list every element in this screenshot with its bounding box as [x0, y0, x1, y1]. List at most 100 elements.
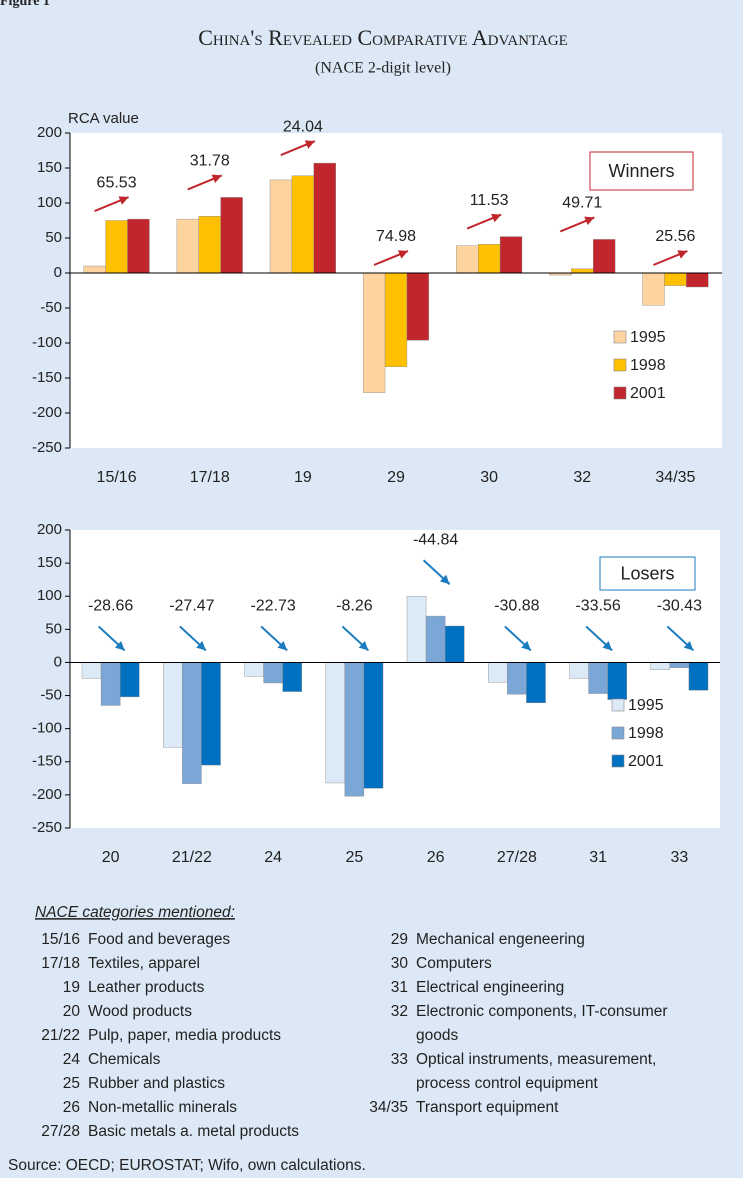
y-tick-label: 200: [37, 521, 62, 538]
legend-label: 1995: [628, 697, 664, 714]
bar: [669, 662, 690, 668]
panel-label-box: [589, 151, 694, 191]
arrow-head: [277, 641, 288, 651]
legend-swatch: [613, 358, 627, 372]
note-text: Transport equipment: [416, 1099, 559, 1116]
bar: [571, 268, 594, 274]
change-label: 31.78: [190, 153, 230, 170]
y-tick-label: 100: [37, 587, 62, 604]
legend-label: 2001: [630, 385, 666, 402]
y-tick-label: -150: [32, 369, 62, 386]
x-tick-label: 24: [264, 849, 282, 866]
bar: [263, 662, 283, 684]
y-tick-label: 50: [45, 229, 62, 246]
bar: [488, 662, 508, 683]
bar: [688, 662, 709, 691]
note-code: 34/35: [369, 1099, 408, 1116]
arrow-head: [304, 140, 315, 149]
note-code: 17/18: [41, 955, 80, 972]
note-text: Computers: [416, 955, 492, 972]
x-tick-label: 32: [573, 469, 591, 486]
bar: [313, 162, 336, 274]
x-tick-label: 15/16: [97, 469, 137, 486]
legend-swatch: [611, 698, 625, 712]
legend-swatch: [613, 386, 627, 400]
x-tick-label: 30: [480, 469, 498, 486]
panel-label: Winners: [608, 161, 674, 181]
bar: [569, 662, 589, 679]
change-label: -28.66: [88, 598, 133, 615]
bar: [526, 662, 546, 704]
bar: [664, 272, 687, 286]
bar: [477, 244, 501, 274]
note-text: Optical instruments, measurement,: [416, 1051, 656, 1068]
note-text: Wood products: [88, 1003, 192, 1020]
change-label: 24.04: [283, 118, 323, 135]
note-code: 32: [391, 1003, 408, 1020]
bar: [119, 662, 140, 698]
bar: [456, 245, 479, 274]
note-text: Textiles, apparel: [88, 955, 200, 972]
note-code: 31: [391, 979, 408, 996]
arrow-head: [584, 216, 595, 225]
bar: [325, 662, 346, 784]
change-label: 65.53: [97, 174, 137, 191]
bar: [81, 662, 102, 679]
bar: [642, 272, 665, 306]
bar: [650, 662, 671, 670]
x-tick-label: 25: [345, 849, 363, 866]
note-text: Rubber and plastics: [88, 1075, 225, 1092]
arrow-head: [491, 213, 502, 223]
change-label: -33.56: [575, 598, 620, 615]
change-label: 49.71: [562, 195, 602, 212]
bar: [291, 175, 315, 274]
note-text: Chemicals: [88, 1051, 161, 1068]
bar: [201, 662, 221, 766]
bar: [176, 218, 199, 274]
arrow-head: [677, 250, 688, 259]
legend-swatch: [611, 754, 625, 768]
bar: [406, 272, 430, 341]
y-tick-label: -50: [40, 299, 62, 316]
note-code: 26: [63, 1099, 80, 1116]
change-label: 11.53: [470, 192, 509, 209]
bar: [282, 662, 302, 692]
y-tick-label: -50: [40, 687, 62, 704]
x-tick-label: 33: [670, 849, 688, 866]
panel-label: Losers: [620, 563, 674, 583]
y-tick-label: 0: [54, 653, 62, 670]
note-code: 29: [391, 931, 408, 948]
source: Source: OECD; EUROSTAT; Wifo, own calcul…: [8, 1157, 366, 1174]
bar: [425, 615, 446, 663]
bar: [686, 272, 709, 288]
note-code: 20: [63, 1003, 81, 1020]
x-tick-label: 29: [387, 469, 405, 486]
y-tick-label: 50: [45, 620, 62, 637]
x-tick-label: 21/22: [172, 849, 212, 866]
x-tick-label: 31: [589, 849, 607, 866]
y-tick-label: -100: [32, 720, 62, 737]
y-tick-label: 150: [37, 159, 62, 176]
bar: [344, 662, 365, 797]
change-label: -27.47: [169, 598, 214, 615]
y-tick-label: 0: [54, 264, 62, 281]
y-tick-label: -250: [32, 819, 62, 836]
change-label: -30.43: [657, 598, 702, 615]
arrow-head: [196, 641, 206, 651]
note-text: Electrical engineering: [416, 979, 564, 996]
bar: [163, 662, 183, 748]
bar: [588, 662, 608, 694]
bar: [362, 272, 386, 393]
chart-subtitle: (NACE 2-digit level): [315, 60, 451, 77]
legend-swatch: [611, 726, 625, 740]
y-axis-label: RCA value: [68, 110, 139, 127]
arrow-head: [118, 196, 129, 205]
note-code: 19: [63, 979, 80, 996]
note-text: Electronic components, IT-consumer: [416, 1003, 668, 1020]
arrow-head: [602, 641, 613, 651]
x-tick-label: 34/35: [655, 469, 695, 486]
change-label: 25.56: [655, 228, 695, 245]
arrow-head: [211, 174, 222, 183]
note-code: 21/22: [41, 1027, 80, 1044]
